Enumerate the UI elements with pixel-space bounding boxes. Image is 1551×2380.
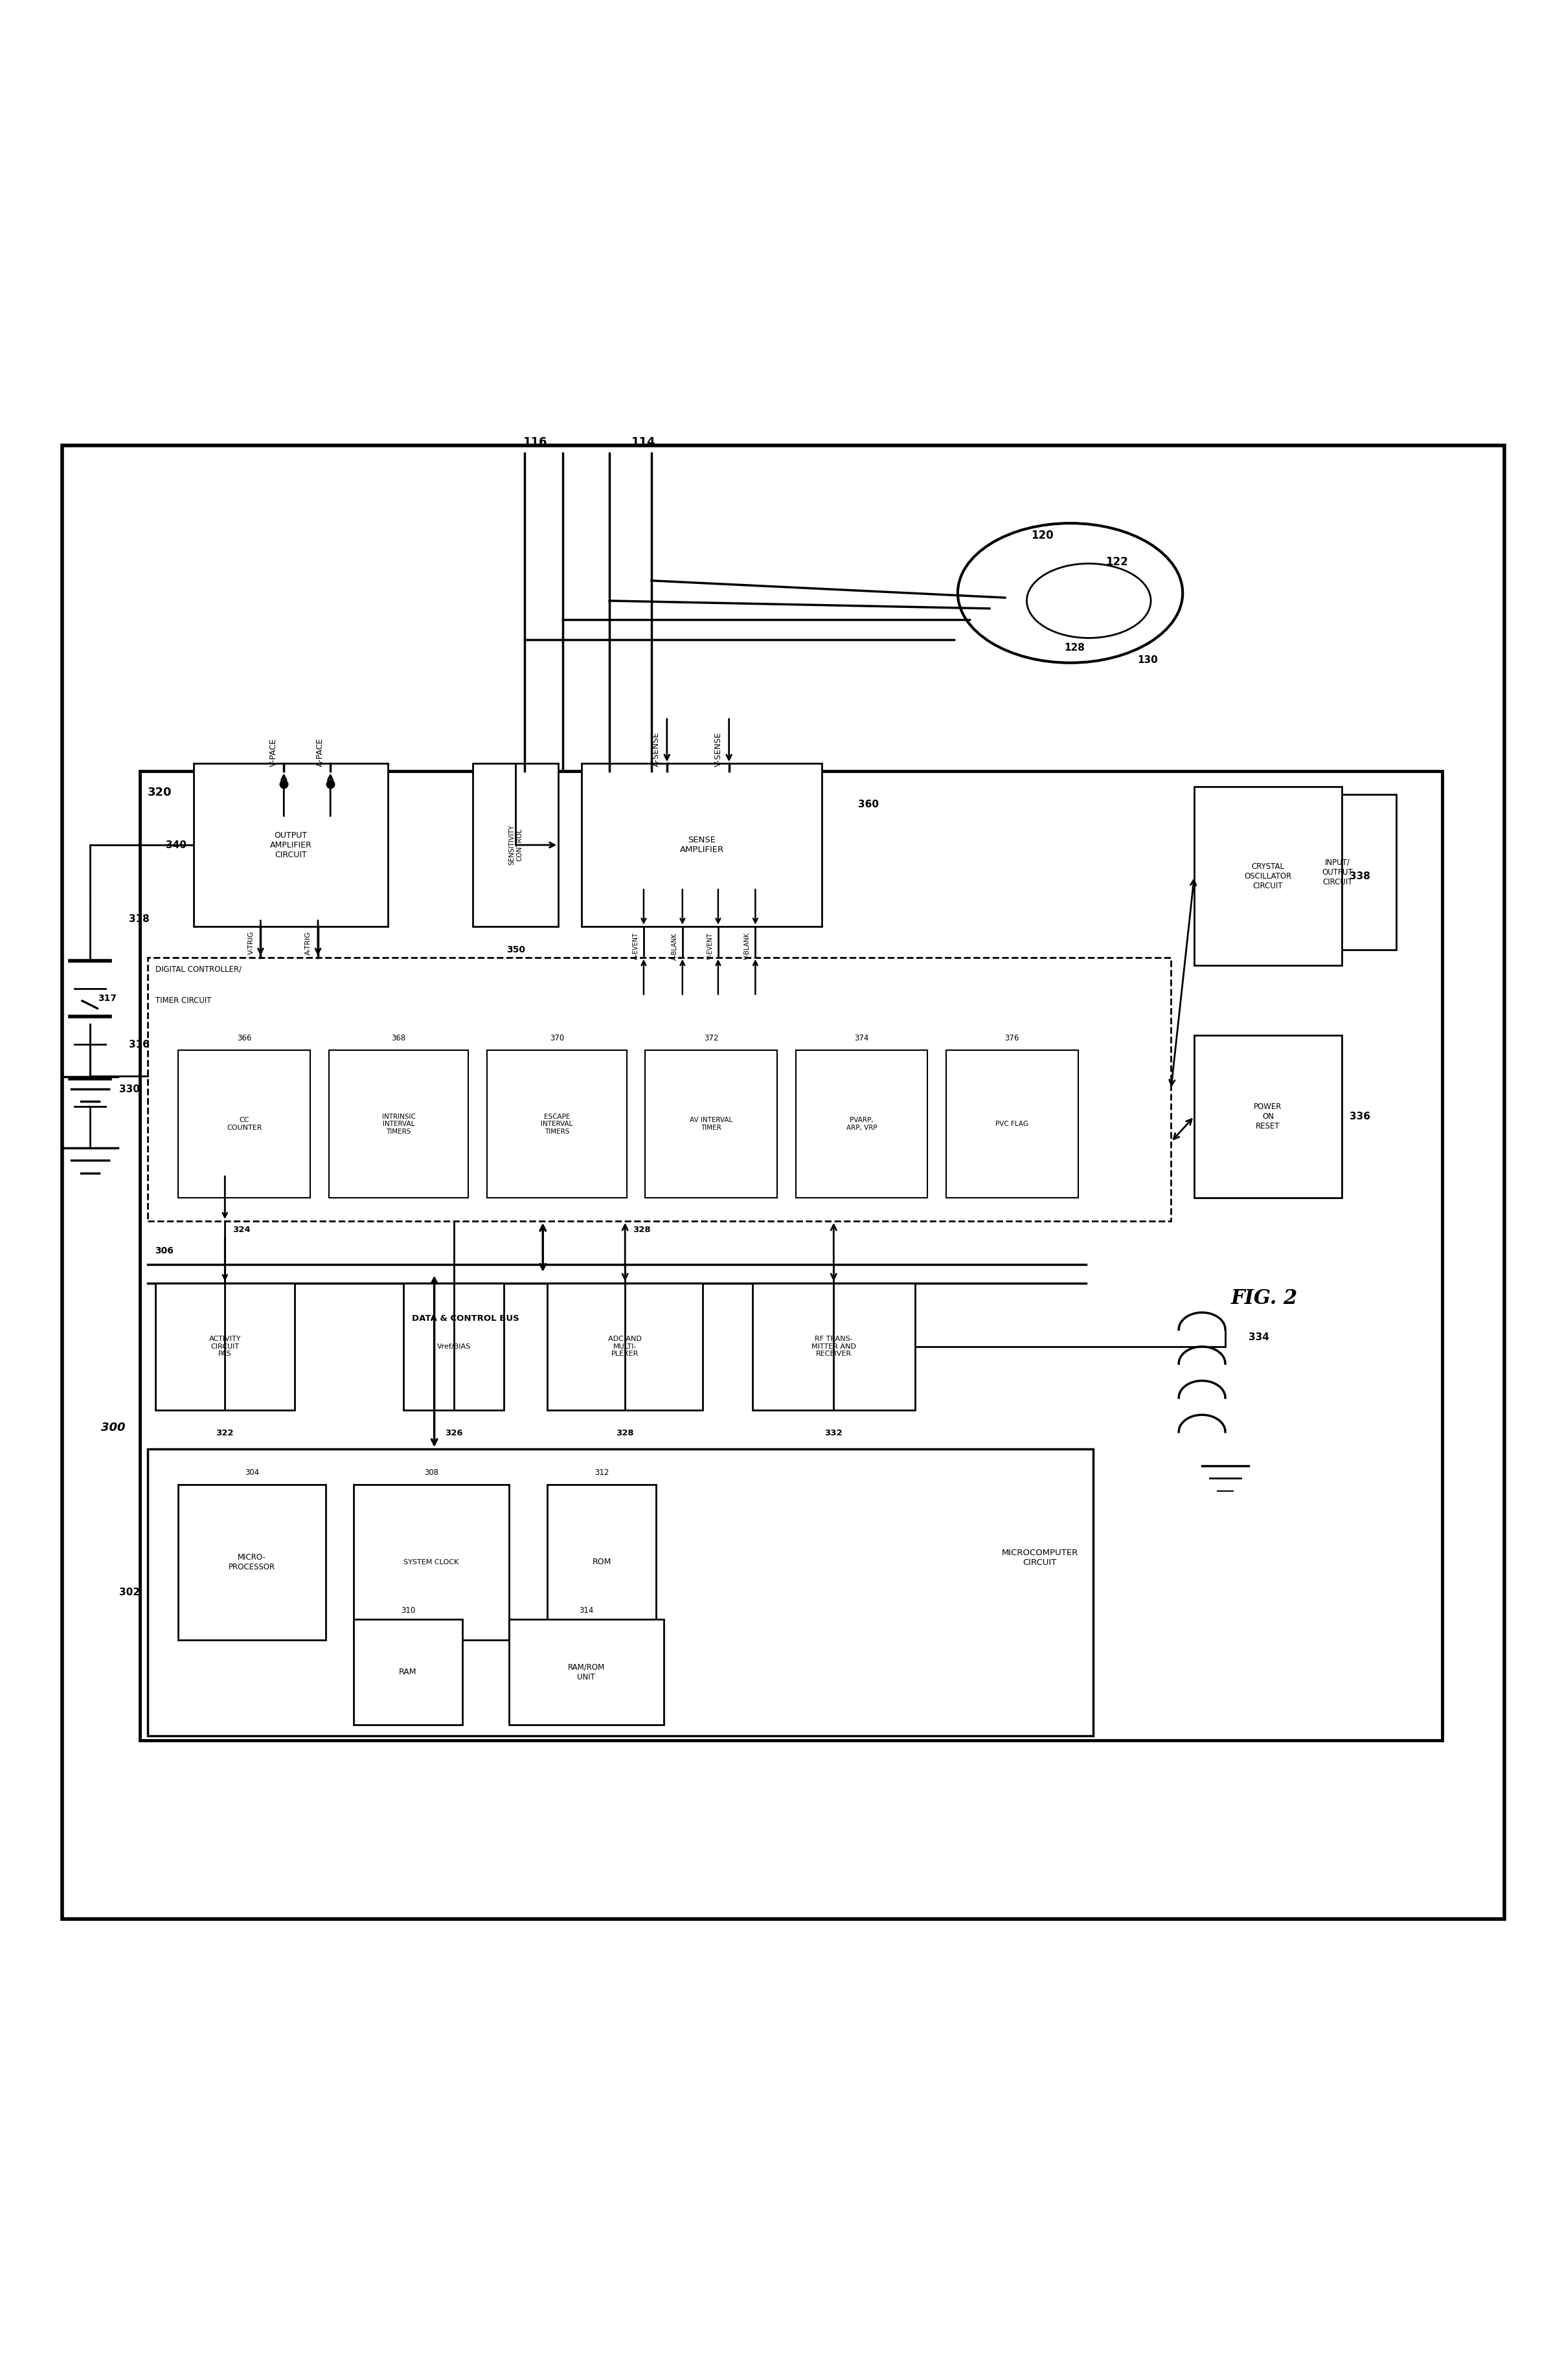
Text: 114: 114 <box>631 436 656 447</box>
Bar <box>403 1283 504 1411</box>
Bar <box>509 1618 664 1726</box>
Text: PVARP,
ARP, VRP: PVARP, ARP, VRP <box>847 1116 876 1130</box>
Text: V-EVENT: V-EVENT <box>707 933 713 959</box>
Text: ROM: ROM <box>592 1559 611 1566</box>
Text: AV INTERVAL
TIMER: AV INTERVAL TIMER <box>690 1116 732 1130</box>
Text: 338: 338 <box>1349 871 1370 881</box>
Text: FIG. 2: FIG. 2 <box>1230 1288 1298 1309</box>
Text: 320: 320 <box>147 788 172 800</box>
Text: 310: 310 <box>400 1607 416 1616</box>
Text: 130: 130 <box>1137 655 1159 664</box>
Text: 316: 316 <box>129 1040 149 1050</box>
Text: 350: 350 <box>506 945 526 954</box>
Text: V-PACE: V-PACE <box>270 738 278 766</box>
Text: PVC FLAG: PVC FLAG <box>996 1121 1028 1128</box>
Text: 122: 122 <box>1106 557 1128 569</box>
Bar <box>329 1050 468 1197</box>
Bar <box>946 1050 1078 1197</box>
Bar <box>473 764 558 926</box>
Text: INPUT/
OUTPUT
CIRCUIT: INPUT/ OUTPUT CIRCUIT <box>1323 859 1352 885</box>
Text: TIMER CIRCUIT: TIMER CIRCUIT <box>155 997 211 1004</box>
Bar <box>645 1050 777 1197</box>
Bar <box>354 1618 462 1726</box>
Bar <box>178 1485 326 1640</box>
Text: POWER
ON
RESET: POWER ON RESET <box>1253 1102 1283 1130</box>
Text: 328: 328 <box>633 1226 651 1235</box>
Text: 116: 116 <box>523 436 548 447</box>
Bar <box>1194 1035 1342 1197</box>
Text: 328: 328 <box>616 1428 634 1438</box>
Text: 128: 128 <box>1064 643 1086 652</box>
Bar <box>155 1283 295 1411</box>
Bar <box>178 1050 310 1197</box>
Text: ESCAPE
INTERVAL
TIMERS: ESCAPE INTERVAL TIMERS <box>541 1114 572 1135</box>
Text: ACTIVITY
CIRCUIT
PAS: ACTIVITY CIRCUIT PAS <box>209 1335 240 1357</box>
Bar <box>354 1485 509 1640</box>
Text: DIGITAL CONTROLLER/: DIGITAL CONTROLLER/ <box>155 966 242 973</box>
Text: DATA & CONTROL BUS: DATA & CONTROL BUS <box>411 1314 520 1323</box>
Text: CC
COUNTER: CC COUNTER <box>226 1116 262 1130</box>
Text: ADC AND
MULTI-
PLEXER: ADC AND MULTI- PLEXER <box>608 1335 642 1357</box>
Bar <box>1280 795 1396 950</box>
Bar <box>582 764 822 926</box>
Bar <box>1194 788 1342 966</box>
Text: MICROCOMPUTER
CIRCUIT: MICROCOMPUTER CIRCUIT <box>1002 1549 1078 1566</box>
Text: INTRINSIC
INTERVAL
TIMERS: INTRINSIC INTERVAL TIMERS <box>382 1114 416 1135</box>
Bar <box>548 1283 703 1411</box>
Bar <box>194 764 388 926</box>
Text: 368: 368 <box>391 1035 406 1042</box>
Text: 326: 326 <box>445 1428 462 1438</box>
Bar <box>147 957 1171 1221</box>
Text: V-BLANK: V-BLANK <box>744 933 751 959</box>
Bar <box>140 771 1442 1740</box>
Text: 374: 374 <box>855 1035 869 1042</box>
Text: RF TRANS-
MITTER AND
RECEIVER: RF TRANS- MITTER AND RECEIVER <box>811 1335 856 1357</box>
Bar <box>752 1283 915 1411</box>
Text: 372: 372 <box>704 1035 718 1042</box>
Text: 360: 360 <box>858 800 879 809</box>
Text: 370: 370 <box>549 1035 565 1042</box>
Bar <box>548 1485 656 1640</box>
Text: 366: 366 <box>237 1035 251 1042</box>
Text: 334: 334 <box>1249 1333 1269 1342</box>
Text: 330: 330 <box>119 1085 140 1095</box>
Text: SYSTEM CLOCK: SYSTEM CLOCK <box>403 1559 459 1566</box>
Text: 376: 376 <box>1005 1035 1019 1042</box>
Text: SENSE
AMPLIFIER: SENSE AMPLIFIER <box>679 835 724 854</box>
Text: 302: 302 <box>119 1587 140 1597</box>
Text: A-EVENT: A-EVENT <box>633 933 639 959</box>
Text: V-TRIG: V-TRIG <box>248 931 254 954</box>
Text: 308: 308 <box>423 1468 439 1478</box>
Text: 322: 322 <box>216 1428 234 1438</box>
Text: SENSITIVITY
CONTROL: SENSITIVITY CONTROL <box>509 826 523 866</box>
Text: A-BLANK: A-BLANK <box>672 933 678 959</box>
Text: RAM/ROM
UNIT: RAM/ROM UNIT <box>568 1664 605 1680</box>
Text: 306: 306 <box>155 1247 174 1254</box>
Text: 314: 314 <box>579 1607 594 1616</box>
Text: A-TRIG: A-TRIG <box>306 931 312 954</box>
Text: 312: 312 <box>594 1468 610 1478</box>
Text: 120: 120 <box>1031 531 1053 540</box>
Text: OUTPUT
AMPLIFIER
CIRCUIT: OUTPUT AMPLIFIER CIRCUIT <box>270 831 312 859</box>
Text: A-SENSE: A-SENSE <box>653 731 661 766</box>
Bar <box>147 1449 1093 1735</box>
Bar <box>487 1050 627 1197</box>
Text: 332: 332 <box>825 1428 842 1438</box>
Text: 340: 340 <box>166 840 186 850</box>
Text: V-SENSE: V-SENSE <box>715 733 723 766</box>
Text: 324: 324 <box>233 1226 251 1235</box>
Text: RAM: RAM <box>399 1668 417 1676</box>
Text: CRYSTAL
OSCILLATOR
CIRCUIT: CRYSTAL OSCILLATOR CIRCUIT <box>1244 862 1292 890</box>
Bar <box>796 1050 927 1197</box>
Text: 317: 317 <box>98 995 116 1002</box>
Text: A-PACE: A-PACE <box>316 738 324 766</box>
Text: 300: 300 <box>101 1421 126 1433</box>
Text: Vref/BIAS: Vref/BIAS <box>437 1342 470 1349</box>
Text: MICRO-
PROCESSOR: MICRO- PROCESSOR <box>228 1554 276 1571</box>
Text: 304: 304 <box>245 1468 259 1478</box>
Text: 336: 336 <box>1349 1111 1370 1121</box>
Text: 318: 318 <box>129 914 149 923</box>
